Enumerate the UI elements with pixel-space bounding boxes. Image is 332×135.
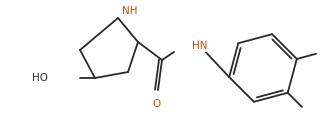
Text: HO: HO (32, 73, 48, 83)
Text: NH: NH (122, 6, 137, 16)
Text: O: O (153, 99, 161, 109)
Text: HN: HN (192, 41, 208, 51)
